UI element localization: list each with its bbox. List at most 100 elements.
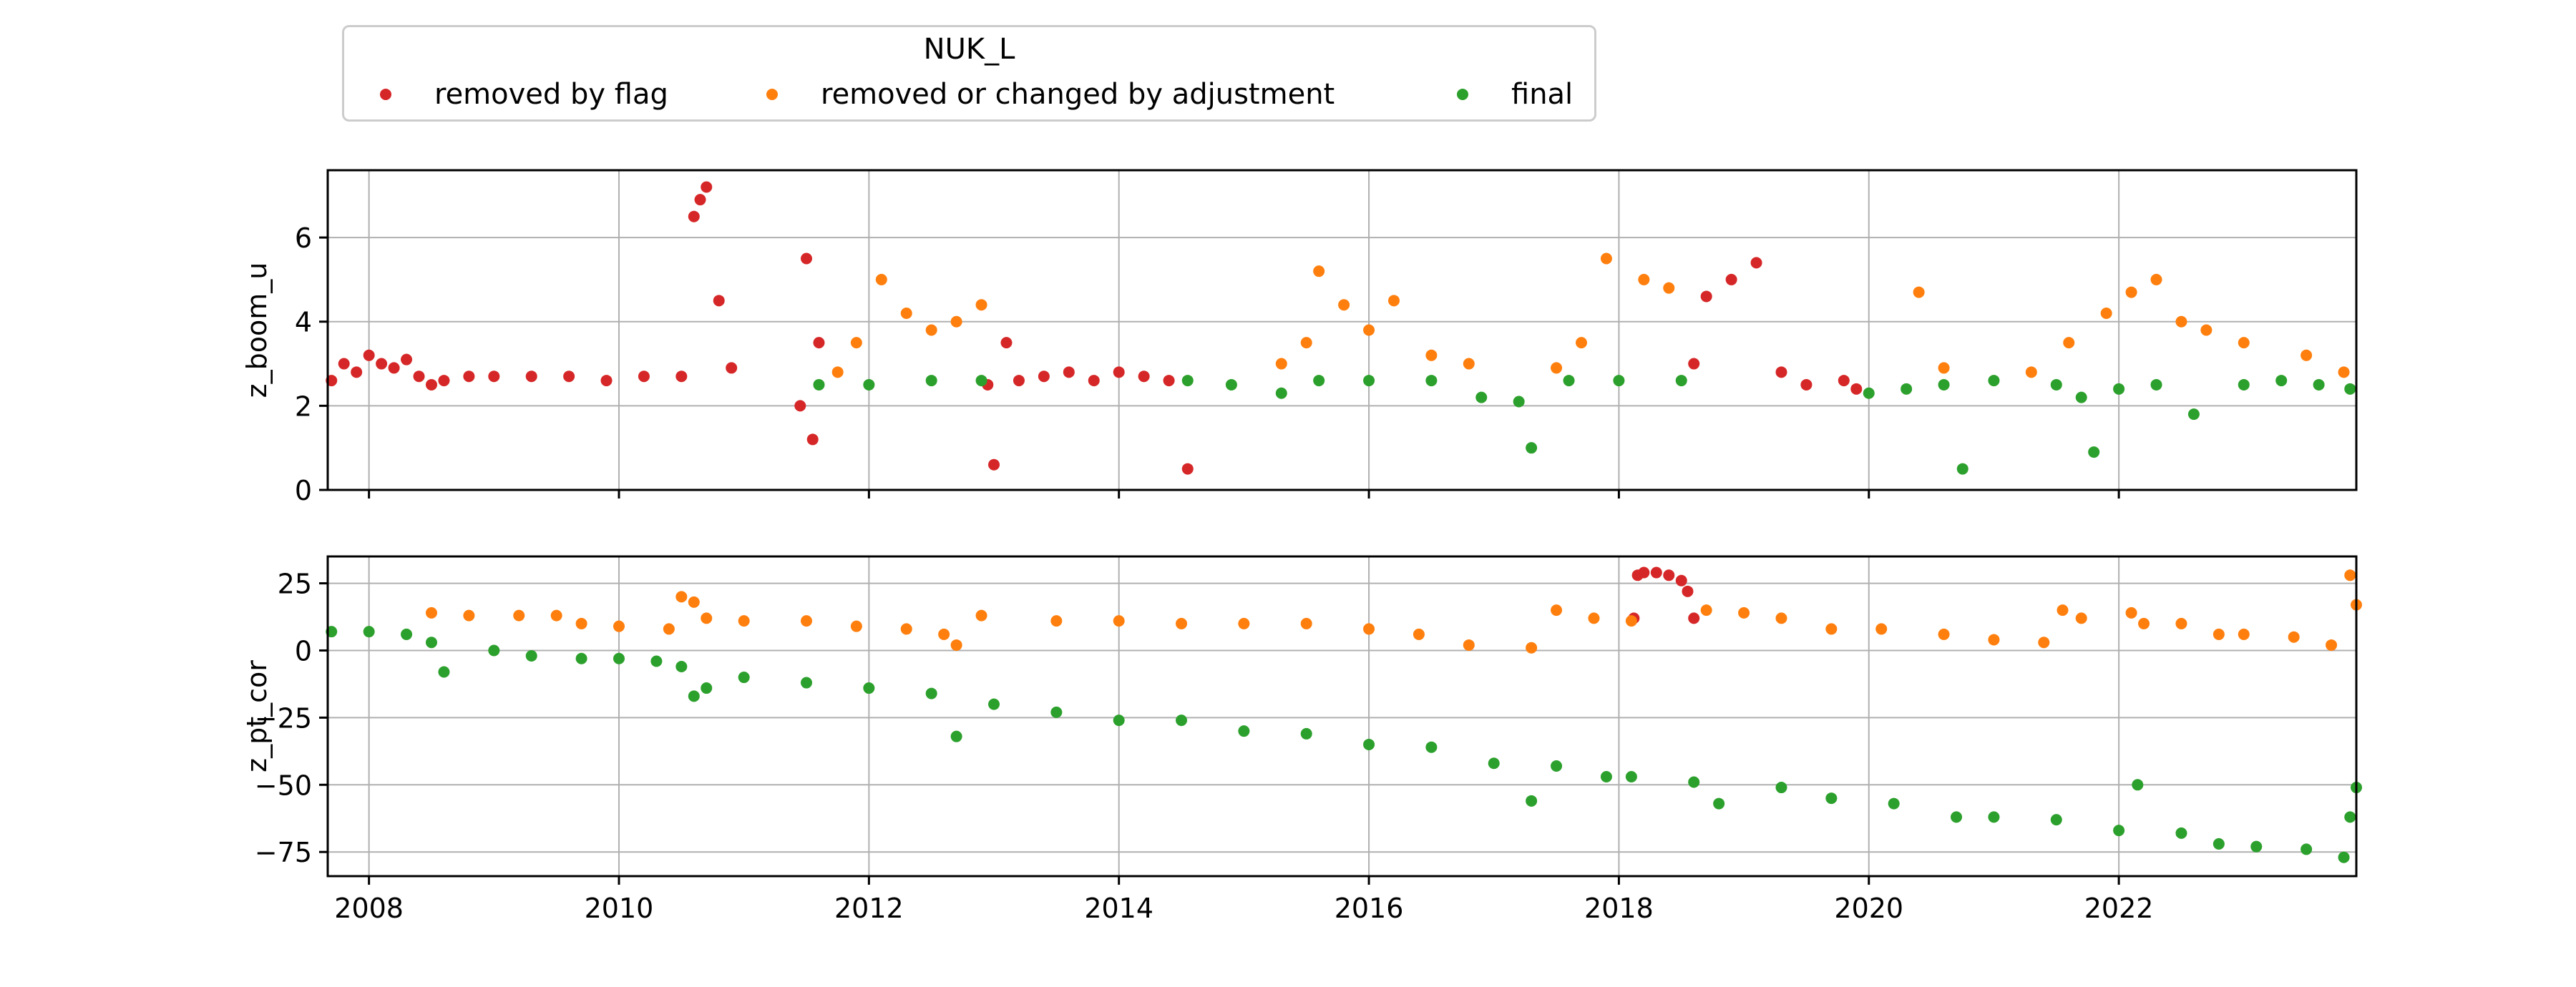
data-point [863, 682, 875, 694]
data-point [1650, 566, 1662, 579]
data-point [463, 370, 475, 383]
legend-label: final [1511, 78, 1574, 111]
data-point [2200, 324, 2212, 336]
data-point [2150, 273, 2162, 285]
data-point [550, 609, 562, 622]
y-tick-label: 2 [295, 391, 312, 422]
data-point [831, 366, 844, 378]
data-point [1800, 378, 1813, 391]
data-point [600, 375, 613, 387]
data-point [613, 620, 625, 632]
data-point [1775, 612, 1787, 624]
data-point [2175, 617, 2187, 629]
data-point [988, 698, 1000, 710]
data-point [1176, 715, 1188, 727]
data-point [1551, 362, 1563, 374]
data-point [1825, 623, 1838, 635]
x-tick-label: 2018 [1584, 893, 1654, 924]
data-point [2301, 843, 2313, 855]
data-point [875, 273, 887, 285]
data-point [1463, 639, 1475, 651]
data-point [2100, 307, 2112, 319]
data-point [1600, 771, 1612, 783]
data-point [376, 358, 388, 370]
data-point [975, 299, 987, 311]
data-point [1638, 566, 1650, 579]
data-point [2238, 337, 2250, 349]
data-point [1613, 375, 1625, 387]
data-point [1013, 375, 1025, 387]
data-point [2025, 366, 2037, 378]
data-point [925, 687, 937, 699]
data-point [2250, 840, 2263, 853]
data-point [1688, 776, 1700, 788]
data-point [1625, 615, 1637, 627]
data-point [1682, 585, 1694, 597]
y-tick-label: 6 [295, 222, 312, 254]
data-point [900, 623, 912, 635]
data-point [1463, 358, 1475, 370]
data-point [1850, 383, 1863, 395]
legend-marker-green [1457, 89, 1468, 100]
data-point [1576, 337, 1588, 349]
data-point [2238, 628, 2250, 640]
y-tick-label: 0 [295, 635, 312, 667]
data-point [2238, 378, 2250, 391]
data-point [401, 628, 413, 640]
x-tick-label: 2008 [334, 893, 404, 924]
data-point [2038, 637, 2050, 649]
legend-marker-orange [766, 89, 778, 100]
data-point [2050, 814, 2062, 826]
data-point [1663, 569, 1675, 581]
data-point [738, 672, 750, 684]
data-point [1088, 375, 1100, 387]
data-point [401, 353, 413, 365]
data-point [2132, 779, 2144, 791]
data-point [2063, 337, 2075, 349]
y-tick-label: −50 [255, 770, 312, 801]
data-point [1688, 612, 1700, 624]
data-point [1000, 337, 1013, 349]
data-point [900, 307, 912, 319]
y-tick-label: 0 [295, 475, 312, 506]
y-tick-label: −75 [255, 837, 312, 868]
legend-label: removed by flag [434, 78, 668, 111]
data-point [638, 370, 650, 383]
data-point [925, 324, 937, 336]
data-point [1725, 273, 1737, 285]
data-point [1338, 299, 1350, 311]
legend-entry-removed-by-flag: removed by flag [380, 73, 668, 116]
data-point [388, 362, 400, 374]
data-point [1625, 771, 1637, 783]
data-point [1738, 607, 1750, 619]
data-point [1413, 628, 1425, 640]
data-point [425, 637, 437, 649]
data-point [2344, 569, 2356, 581]
data-point [1488, 757, 1500, 770]
data-point [2138, 617, 2150, 629]
data-point [975, 375, 987, 387]
data-point [701, 682, 713, 694]
data-point [563, 370, 575, 383]
data-point [2338, 366, 2350, 378]
data-point [438, 375, 450, 387]
data-point [575, 652, 587, 664]
data-point [1513, 396, 1525, 408]
data-point [1363, 738, 1375, 750]
data-point [675, 370, 688, 383]
data-point [938, 628, 950, 640]
data-point [1563, 375, 1575, 387]
data-point [675, 661, 688, 673]
data-point [1363, 324, 1375, 336]
data-point [975, 609, 987, 622]
data-point [988, 458, 1000, 471]
data-point [1176, 617, 1188, 629]
data-point [1138, 370, 1150, 383]
y-axis-label: z_boom_u [241, 262, 273, 398]
data-point [1688, 358, 1700, 370]
data-point [1313, 265, 1325, 278]
data-point [863, 378, 875, 391]
data-point [950, 730, 962, 742]
data-point [463, 609, 475, 622]
